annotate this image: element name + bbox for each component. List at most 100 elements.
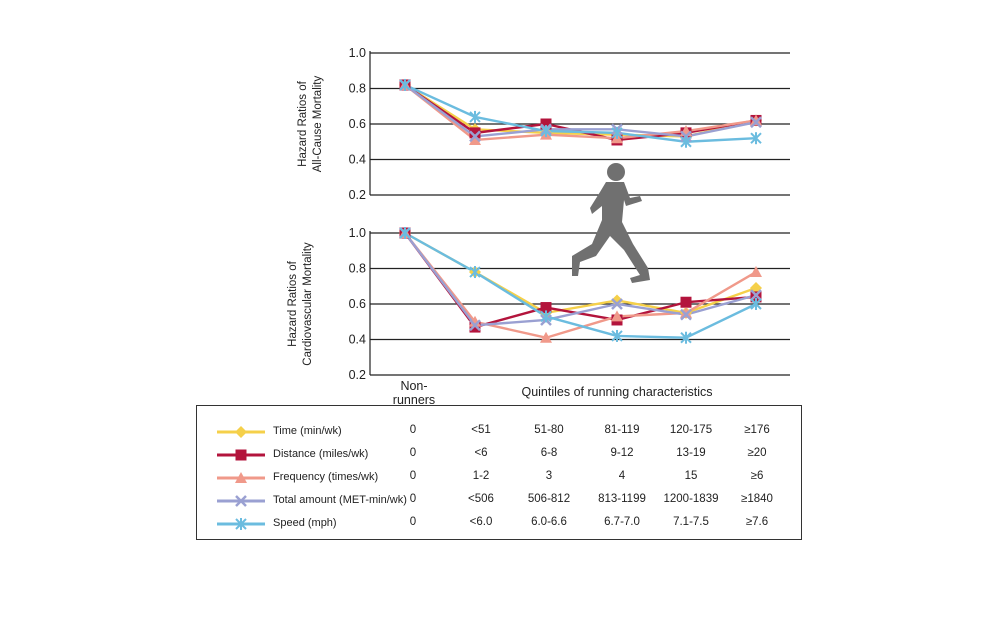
legend-cell: 0: [409, 470, 417, 482]
data-point-total: [750, 116, 762, 129]
diamond-icon: [235, 426, 247, 438]
chart-all-cause: 0.2 0.4 0.6 0.8 1.0 Hazard Ratios of All-Cause…: [297, 46, 790, 202]
legend-cell: 1-2: [472, 470, 490, 482]
legend-cell: ≥6: [750, 470, 764, 482]
chart-cardiovascular: 0.2 0.4 0.6 0.8 1.0 Hazard Ratios of Cardiovas…: [287, 226, 790, 382]
legend-row-time: Time (min/wk) 0 <51 51-80 81-119 120-175 ≥176: [197, 422, 801, 442]
legend-label: Speed (mph): [273, 517, 337, 529]
legend-cell: 0: [409, 447, 417, 459]
y-axis-label: Hazard Ratios of: [287, 260, 299, 346]
legend-marker-speed: [217, 518, 265, 530]
legend-cell: <6: [474, 447, 488, 459]
data-point-speed: [540, 310, 552, 323]
data-point-frequency: [750, 114, 762, 126]
data-point-frequency: [750, 266, 762, 278]
legend-row-distance: Distance (miles/wk) 0 <6 6-8 9-12 13-19 ≥20: [197, 445, 801, 465]
legend-cell: 13-19: [676, 447, 706, 459]
legend-label: Time (min/wk): [273, 425, 342, 437]
legend-cell: 506-812: [527, 493, 571, 505]
y-axis-label: Cardiovascular Mortality: [302, 242, 314, 366]
legend-marker-time: [217, 426, 265, 438]
series-line-total: [404, 232, 757, 327]
legend-cell: 0: [409, 424, 417, 436]
legend-cell: 51-80: [534, 424, 564, 436]
legend-cell: ≥20: [747, 447, 767, 459]
legend-table: Time (min/wk) 0 <51 51-80 81-119 120-175 ≥176 D…: [196, 405, 802, 540]
y-tick-label: 0.6: [349, 117, 366, 131]
star-icon: [235, 518, 247, 530]
legend-cell: 0: [409, 516, 417, 528]
legend-cell: 6.0-6.6: [531, 516, 567, 528]
data-point-speed: [750, 298, 762, 310]
data-point-frequency: [680, 306, 692, 318]
data-point-speed: [750, 132, 762, 145]
data-point-frequency: [469, 133, 481, 145]
legend-cell: 1200-1839: [663, 493, 719, 505]
data-point-distance: [469, 321, 481, 333]
legend-cell: 4: [618, 470, 626, 482]
data-point-frequency: [540, 331, 552, 343]
legend-cell: ≥176: [744, 424, 770, 436]
legend-cell: 0: [409, 493, 417, 505]
data-point-speed: [469, 266, 481, 279]
data-point-total: [750, 289, 762, 302]
data-point-speed: [680, 135, 692, 148]
legend-cell: 15: [684, 470, 698, 482]
legend-marker-total: [217, 495, 265, 507]
square-icon: [235, 449, 247, 461]
y-tick-label: 0.4: [349, 153, 366, 167]
legend-cell: 81-119: [604, 424, 640, 436]
y-tick-label: 0.2: [349, 188, 366, 202]
legend-marker-distance: [217, 449, 265, 461]
data-point-total: [680, 308, 692, 321]
legend-row-speed: Speed (mph) 0 <6.0 6.0-6.6 6.7-7.0 7.1-7.5 ≥7.…: [197, 514, 801, 534]
y-tick-label: 0.8: [349, 82, 366, 96]
y-tick-label: 0.2: [349, 368, 366, 382]
x-label-nonrunners-1: Non-: [400, 379, 427, 393]
legend-cell: 813-1199: [598, 493, 646, 505]
x-axis-label: Quintiles of running characteristics: [521, 385, 712, 399]
legend-label: Distance (miles/wk): [273, 448, 369, 460]
y-tick-label: 0.6: [349, 297, 366, 311]
legend-label: Frequency (times/wk): [273, 471, 379, 483]
data-point-distance: [540, 302, 552, 314]
y-axis-label: Hazard Ratios of: [297, 80, 309, 166]
y-tick-label: 1.0: [349, 46, 366, 60]
legend-cell: <51: [471, 424, 491, 436]
data-point-speed: [399, 227, 411, 239]
series-line-speed: [404, 231, 757, 339]
data-point-distance: [540, 118, 552, 130]
data-point-frequency: [611, 310, 623, 322]
data-point-speed: [680, 331, 692, 344]
triangle-icon: [235, 472, 247, 483]
legend-marker-frequency: [217, 472, 265, 483]
legend-row-frequency: Frequency (times/wk) 0 1-2 3 4 15 ≥6: [197, 468, 801, 488]
legend-cell: 6-8: [540, 447, 558, 459]
legend-cell: ≥1840: [741, 493, 773, 505]
data-point-speed: [399, 78, 411, 91]
y-axis-label: All-Cause Mortality: [312, 76, 324, 173]
data-point-total: [469, 319, 481, 332]
data-point-speed: [611, 126, 623, 139]
data-point-speed: [540, 125, 552, 138]
legend-cell: 6.7-7.0: [604, 516, 640, 528]
legend-cell: 9-12: [610, 447, 634, 459]
legend-cell: <506: [468, 493, 494, 505]
legend-cell: 120-175: [669, 424, 713, 436]
series-line-speed: [404, 83, 757, 143]
data-point-total: [469, 130, 481, 143]
data-point-total: [611, 298, 623, 310]
series-line-frequency: [404, 232, 757, 339]
legend-cell: 7.1-7.5: [673, 516, 709, 528]
data-point-speed: [469, 110, 481, 123]
data-point-distance: [469, 127, 481, 139]
data-point-distance: [680, 296, 692, 308]
legend-row-total: Total amount (MET-min/wk) 0 <506 506-812 813…: [197, 491, 801, 511]
series-line-frequency: [404, 84, 757, 142]
legend-label: Total amount (MET-min/wk): [273, 494, 407, 506]
x-label-nonrunners-2: runners: [393, 393, 435, 407]
data-point-speed: [611, 329, 623, 342]
legend-cell: ≥7.6: [745, 516, 769, 528]
legend-cell: <6.0: [469, 516, 493, 528]
